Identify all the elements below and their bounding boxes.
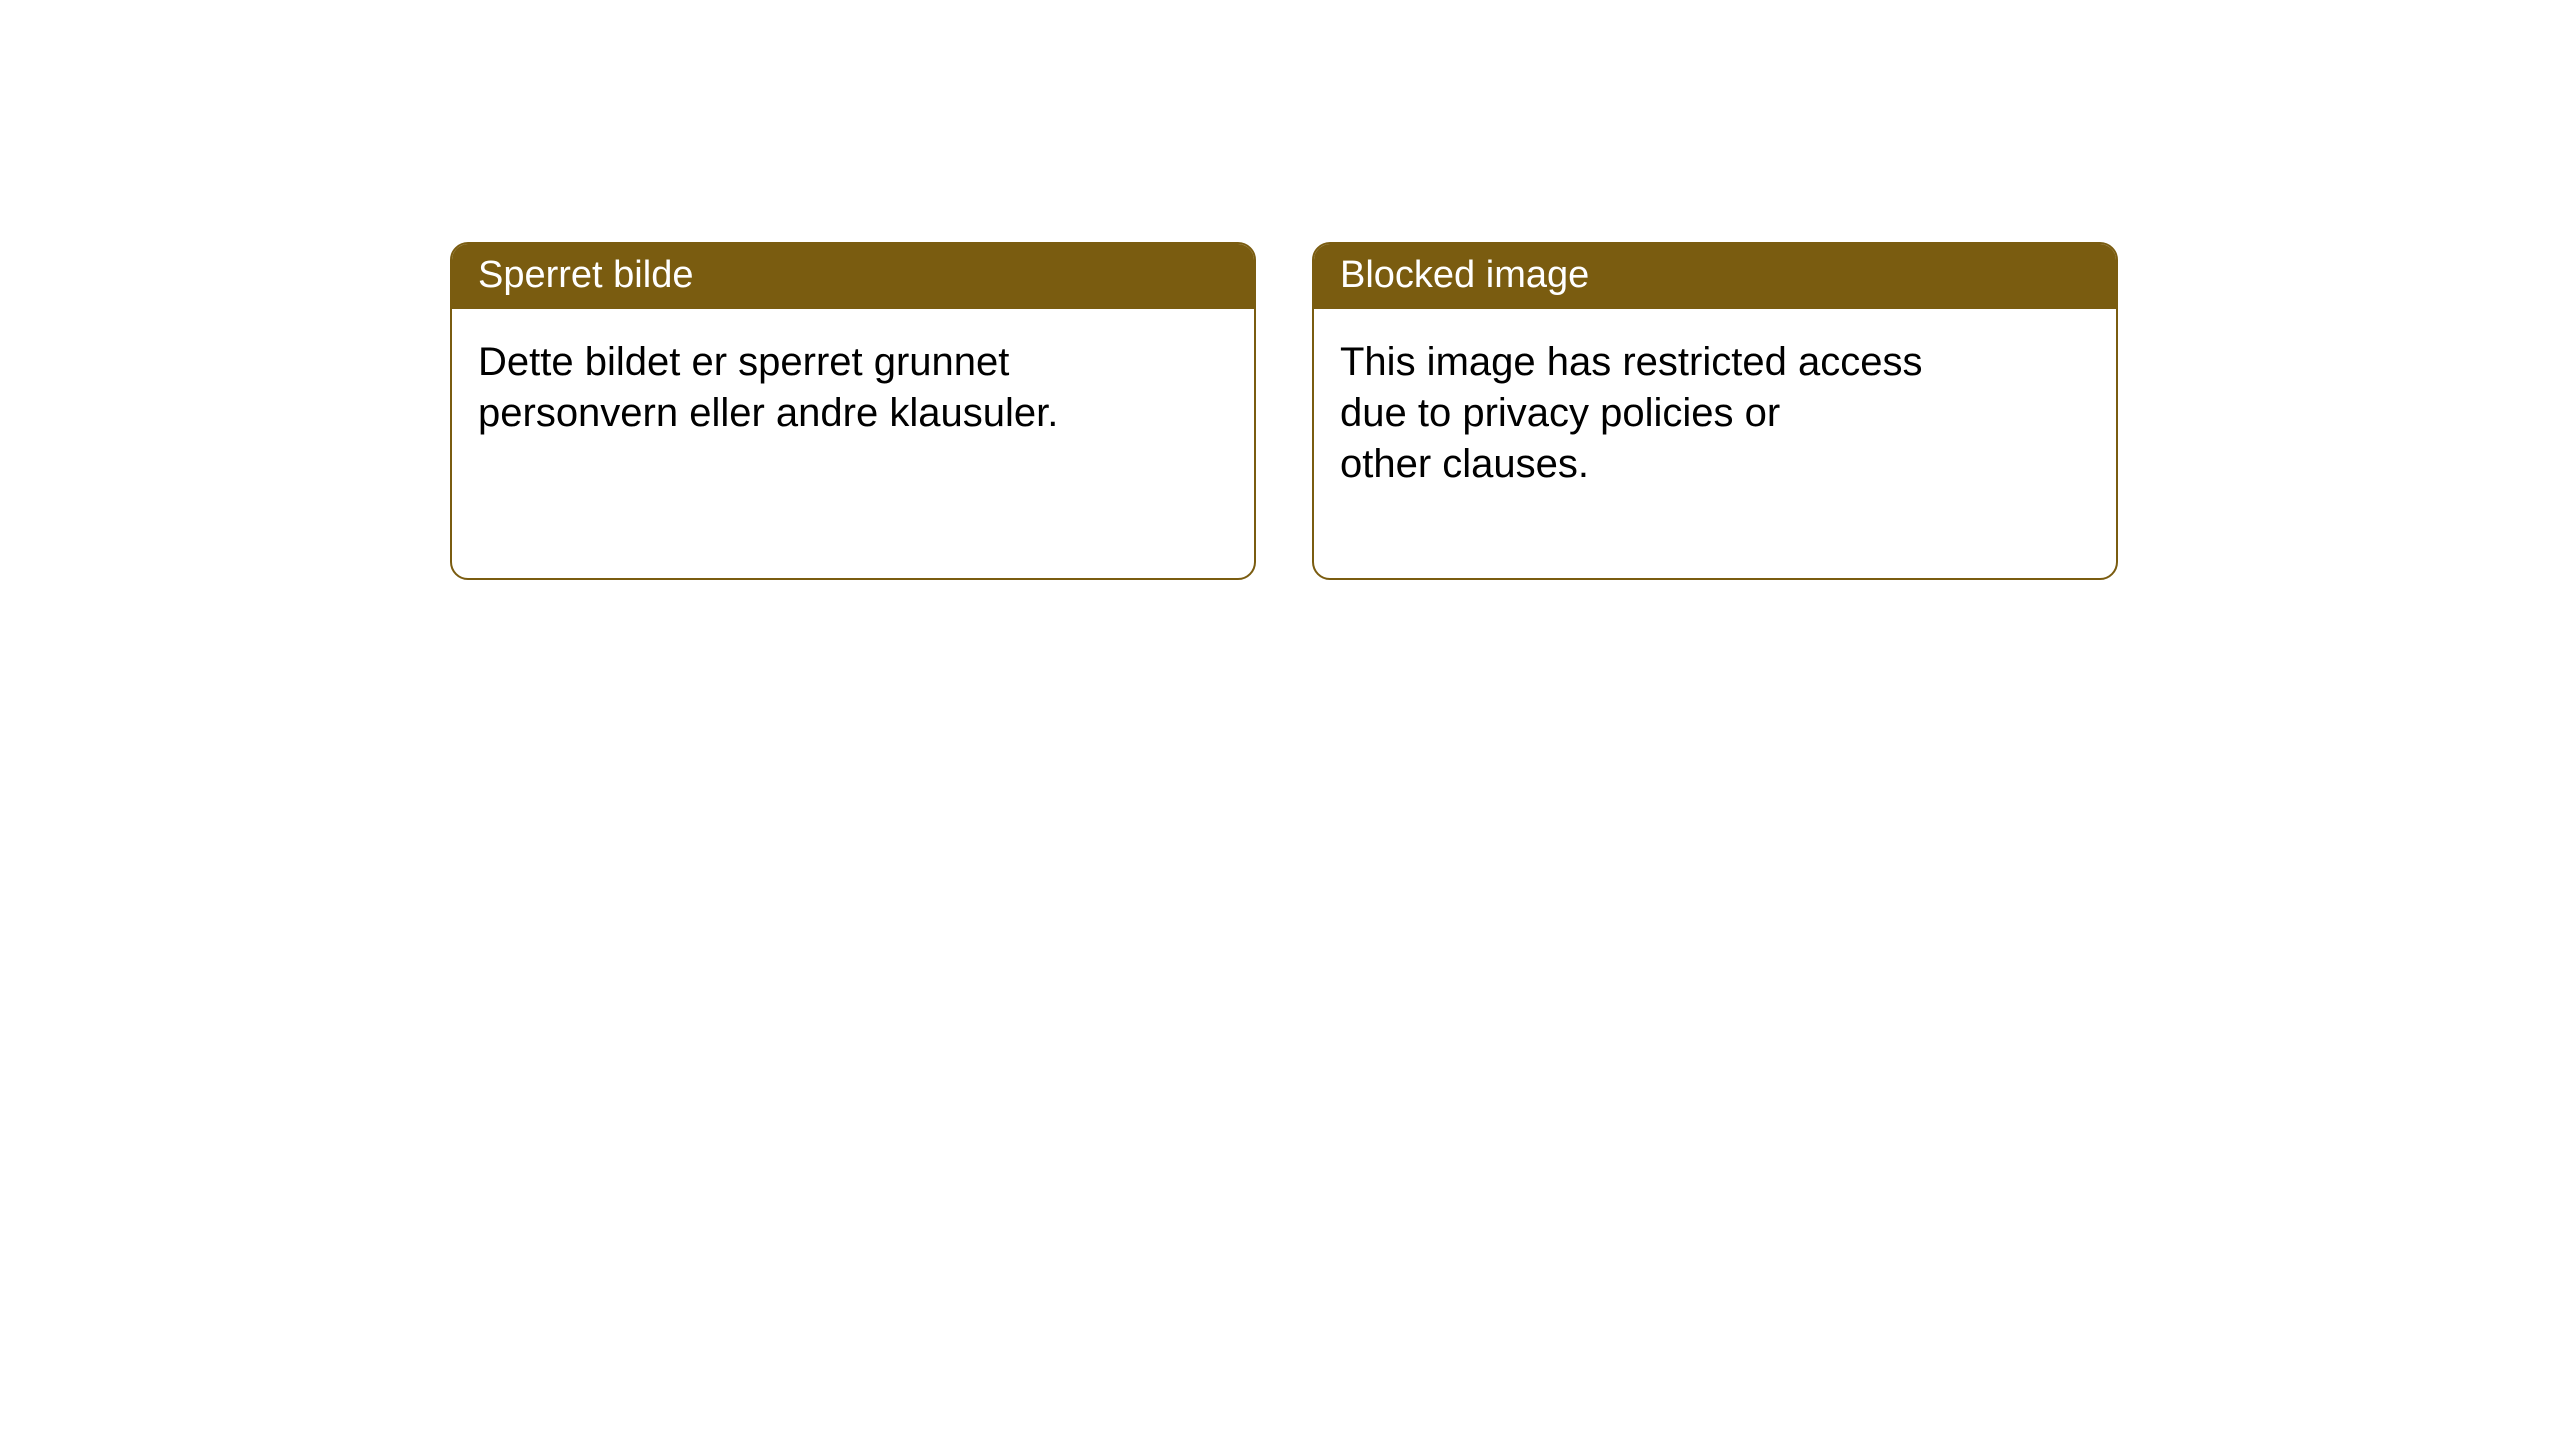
blocked-image-card-en: Blocked image This image has restricted … (1312, 242, 2118, 580)
card-title-no: Sperret bilde (478, 254, 693, 296)
card-body-no: Dette bildet er sperret grunnet personve… (452, 309, 1254, 467)
cards-container: Sperret bilde Dette bildet er sperret gr… (0, 0, 2560, 580)
card-body-en: This image has restricted access due to … (1314, 309, 2116, 519)
card-header-no: Sperret bilde (452, 244, 1254, 309)
blocked-image-card-no: Sperret bilde Dette bildet er sperret gr… (450, 242, 1256, 580)
card-text-en: This image has restricted access due to … (1340, 337, 1980, 491)
card-header-en: Blocked image (1314, 244, 2116, 309)
card-title-en: Blocked image (1340, 254, 1589, 296)
card-text-no: Dette bildet er sperret grunnet personve… (478, 337, 1118, 439)
